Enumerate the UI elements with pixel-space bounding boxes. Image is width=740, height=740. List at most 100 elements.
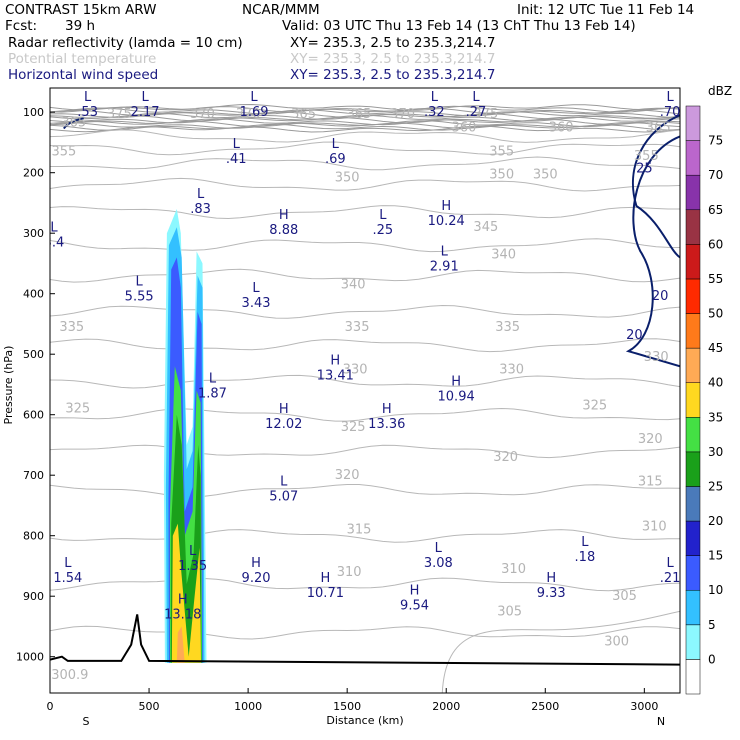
theta-label: 360 bbox=[549, 120, 574, 135]
extremum-type: L bbox=[50, 220, 58, 235]
field-reflectivity-name: Radar reflectivity (lamda = 10 cm) bbox=[8, 35, 243, 51]
x-axis-label: Distance (km) bbox=[326, 714, 403, 727]
x-tick-label: 1000 bbox=[234, 700, 262, 713]
theta-label: 299.6 bbox=[176, 695, 213, 710]
theta-isoline bbox=[50, 484, 680, 498]
plot-frame bbox=[49, 87, 681, 694]
valid-time: Valid: 03 UTC Thu 13 Feb 14 (13 ChT Thu … bbox=[282, 18, 636, 34]
y-axis: 100 200 300 400 500 600 700 800 900 1000 bbox=[16, 106, 55, 664]
theta-label: 355 bbox=[489, 145, 514, 160]
y-tick-label: 700 bbox=[23, 469, 44, 482]
extremum-value: .32 bbox=[424, 105, 445, 120]
wind-speed-contours: 25 20 20 bbox=[63, 114, 680, 368]
colorbar-label: 25 bbox=[708, 479, 723, 493]
colorbar-unit: dBZ bbox=[708, 84, 732, 98]
theta-isoline bbox=[50, 268, 680, 283]
extremum-type: L bbox=[441, 244, 449, 259]
south-end-label: S bbox=[83, 715, 90, 728]
extremum-value: 9.33 bbox=[537, 586, 566, 601]
x-axis: 0 500 1000 1500 2000 2500 3000 bbox=[47, 688, 658, 713]
theta-label: 300.9 bbox=[51, 668, 88, 683]
colorbar-swatch bbox=[685, 174, 701, 211]
extremum-type: H bbox=[251, 556, 261, 571]
theta-isoline bbox=[50, 105, 680, 113]
extremum-type: L bbox=[141, 90, 149, 105]
reflectivity-band bbox=[176, 626, 185, 663]
y-tick-label: 900 bbox=[23, 590, 44, 603]
y-tick-label: 500 bbox=[23, 348, 44, 361]
theta-label: 335 bbox=[495, 320, 520, 335]
extremum-value: 10.71 bbox=[307, 586, 344, 601]
extremum-type: L bbox=[84, 90, 92, 105]
terrain-profile bbox=[50, 614, 680, 666]
extremum-value: 3.08 bbox=[424, 556, 453, 571]
colorbar-swatch bbox=[685, 486, 701, 522]
theta-isoline bbox=[50, 103, 680, 111]
wind-contour bbox=[625, 135, 680, 368]
theta-label: 310 bbox=[501, 562, 526, 577]
reflectivity-column bbox=[163, 209, 207, 663]
theta-label: 310 bbox=[642, 520, 667, 535]
x-tick-label: 2000 bbox=[432, 700, 460, 713]
extremum-value: 2.91 bbox=[430, 259, 459, 274]
theta-label: 365 bbox=[646, 120, 671, 135]
extremum-type: L bbox=[189, 544, 197, 559]
theta-label: 355 bbox=[634, 149, 659, 164]
colorbar-swatch bbox=[685, 589, 701, 626]
theta-label: 375 bbox=[473, 107, 498, 122]
y-tick-label: 400 bbox=[23, 288, 44, 301]
colorbar-label: 10 bbox=[708, 583, 723, 597]
colorbar: 0 5 10 15 20 25 30 35 40 45 50 55 60 65 70 75 bbox=[685, 105, 723, 695]
extremum-value: 10.24 bbox=[428, 214, 465, 229]
theta-isoline bbox=[50, 111, 680, 119]
theta-isoline bbox=[50, 141, 680, 156]
extremum-type: L bbox=[280, 474, 288, 489]
theta-label: 360 bbox=[452, 120, 477, 135]
theta-isoline bbox=[50, 129, 680, 143]
colorbar-label: 15 bbox=[708, 549, 723, 563]
extremum-type: L bbox=[435, 541, 443, 556]
colorbar-swatch bbox=[685, 313, 701, 349]
theta-isoline bbox=[50, 238, 680, 253]
theta-isoline bbox=[50, 577, 680, 592]
theta-label: 305 bbox=[497, 604, 522, 619]
theta-label: 300 bbox=[604, 635, 629, 650]
colorbar-label: 5 bbox=[708, 618, 716, 632]
extremum-type: L bbox=[666, 90, 674, 105]
colorbar-swatch bbox=[685, 624, 701, 660]
extremum-value: 13.18 bbox=[164, 607, 201, 622]
theta-label: 335 bbox=[345, 320, 370, 335]
extremum-type: H bbox=[330, 353, 340, 368]
extremum-type: L bbox=[379, 208, 387, 223]
theta-isoline bbox=[50, 529, 680, 543]
extremum-value: 3.43 bbox=[242, 296, 271, 311]
extremum-value: .18 bbox=[575, 550, 596, 565]
extremum-value: .83 bbox=[190, 202, 211, 217]
theta-label: 330 bbox=[644, 350, 669, 365]
colorbar-swatch bbox=[685, 140, 701, 176]
extremum-value: 5.07 bbox=[269, 489, 298, 504]
field-reflectivity-xy: XY= 235.3, 2.5 to 235.3,214.7 bbox=[290, 35, 496, 51]
fcst-label: Fcst: bbox=[5, 18, 38, 34]
extremum-type: L bbox=[64, 556, 72, 571]
extremum-value: 10.94 bbox=[438, 390, 475, 405]
extremum-value: 1.54 bbox=[53, 571, 82, 586]
colorbar-swatch bbox=[685, 278, 701, 314]
colorbar-swatch bbox=[685, 209, 701, 245]
extremum-type: L bbox=[233, 137, 241, 152]
theta-label: 310 bbox=[337, 565, 362, 580]
colorbar-label: 60 bbox=[708, 237, 723, 251]
colorbar-label: 50 bbox=[708, 307, 723, 321]
extremum-value: 2.17 bbox=[131, 105, 160, 120]
extremum-value: .27 bbox=[466, 105, 487, 120]
extremum-type: H bbox=[279, 208, 289, 223]
extremum-value: .41 bbox=[226, 152, 247, 167]
theta-isoline bbox=[50, 107, 680, 115]
theta-label: 340 bbox=[491, 247, 516, 262]
extremum-value: 9.20 bbox=[242, 571, 271, 586]
extremum-type: H bbox=[441, 199, 451, 214]
theta-label: 320 bbox=[493, 450, 518, 465]
x-tick-label: 1500 bbox=[333, 700, 361, 713]
extremum-value: .21 bbox=[660, 571, 681, 586]
theta-label: 350 bbox=[489, 168, 514, 183]
